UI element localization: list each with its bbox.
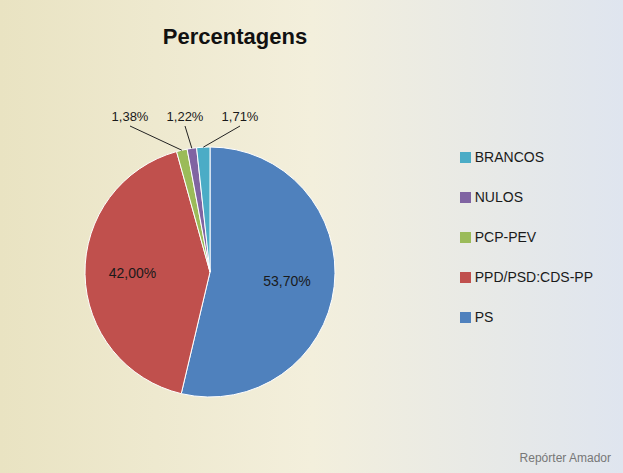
svg-text:42,00%: 42,00% bbox=[109, 265, 156, 281]
svg-text:1,38%: 1,38% bbox=[112, 109, 149, 124]
html-text:PCP-PEV: PCP-PEV bbox=[474, 228, 537, 245]
html-text:PS: PS bbox=[474, 308, 494, 325]
svg-text:1,71%: 1,71% bbox=[222, 109, 259, 124]
html-text:Percentagens: Percentagens bbox=[162, 24, 308, 49]
html-text:PPD/PSD:CDS-PP: PPD/PSD:CDS-PP bbox=[474, 268, 593, 285]
html-text:NULOS: NULOS bbox=[474, 188, 523, 205]
html-text:Repórter Amador: Repórter Amador bbox=[519, 451, 611, 465]
svg-text:1,22%: 1,22% bbox=[167, 109, 204, 124]
html-text:BRANCOS: BRANCOS bbox=[474, 148, 544, 165]
svg-text:53,70%: 53,70% bbox=[263, 273, 310, 289]
